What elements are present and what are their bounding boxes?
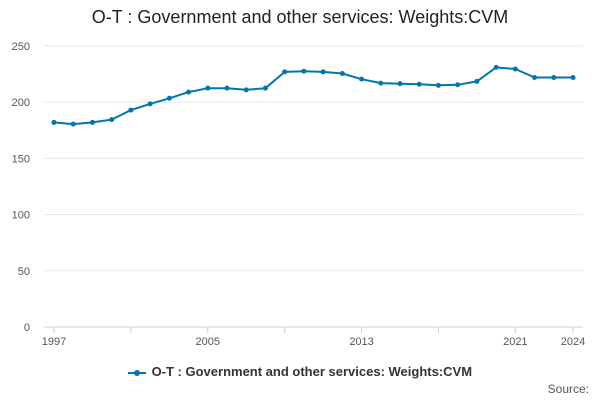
x-tick-label: 2021 (503, 336, 527, 348)
y-tick-label: 150 (12, 153, 30, 165)
y-tick-label: 100 (12, 210, 30, 222)
data-point (186, 89, 192, 95)
axes: 0 50 100 150 200 250 1997 2005 2013 2021 2024 (12, 41, 586, 348)
data-point (262, 85, 268, 91)
data-point (243, 87, 249, 93)
y-tick-label: 50 (18, 266, 30, 278)
series-line (53, 66, 573, 126)
data-point (89, 119, 95, 125)
data-point (51, 119, 57, 125)
data-point (301, 68, 307, 74)
data-point (435, 82, 441, 88)
data-point (147, 101, 153, 107)
data-point (166, 95, 172, 101)
data-point (339, 71, 345, 77)
data-point (512, 66, 518, 72)
source-label: Source: (547, 382, 589, 396)
x-tick-label: 2024 (561, 336, 585, 348)
data-point (70, 121, 76, 127)
legend-label: O-T : Government and other services: Wei… (151, 364, 473, 379)
data-point (205, 85, 211, 91)
legend[interactable]: O-T : Government and other services: Wei… (0, 364, 600, 379)
data-point (397, 81, 403, 87)
data-point (474, 78, 480, 84)
data-point (378, 80, 384, 86)
gridlines (44, 45, 583, 272)
x-tick-label: 2013 (349, 336, 373, 348)
y-tick-label: 250 (12, 41, 30, 53)
data-point (282, 69, 288, 75)
data-point (416, 81, 422, 87)
data-point (359, 76, 365, 82)
y-tick-label: 200 (12, 97, 30, 109)
data-point (128, 107, 134, 113)
data-point (551, 74, 557, 80)
data-point (224, 85, 230, 91)
data-point (493, 64, 499, 70)
series-layer (51, 64, 576, 127)
x-tick-label: 1997 (42, 336, 66, 348)
data-point (320, 69, 326, 75)
legend-marker-icon (127, 367, 146, 379)
data-point (532, 74, 538, 80)
data-point (455, 82, 461, 88)
data-point (109, 117, 115, 123)
data-point (570, 74, 576, 80)
y-tick-label: 0 (24, 322, 30, 334)
chart-title: O-T : Government and other services: Wei… (91, 7, 509, 27)
x-tick-label: 2005 (196, 336, 220, 348)
